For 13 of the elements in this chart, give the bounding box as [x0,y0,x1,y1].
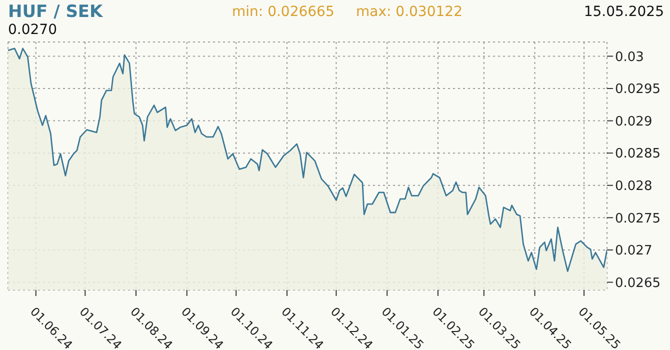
chart-title: HUF / SEK [8,2,103,22]
text: max: 0.030122 [356,4,462,20]
y-tick-label: 0.028 [615,178,652,194]
y-tick-label: 0.0285 [615,146,660,162]
text: min: 0.026665 [232,4,334,20]
y-tick-label: 0.0275 [615,211,660,226]
y-tick-label: 0.027 [615,244,652,259]
y-tick-label: 0.0295 [615,82,660,98]
y-tick-label: 0.0265 [615,276,660,291]
y-tick-label: 0.03 [615,50,644,65]
text: 0.0270 [8,22,57,38]
y-tick-label: 0.029 [615,114,652,130]
text: 15.05.2025 [584,4,664,20]
